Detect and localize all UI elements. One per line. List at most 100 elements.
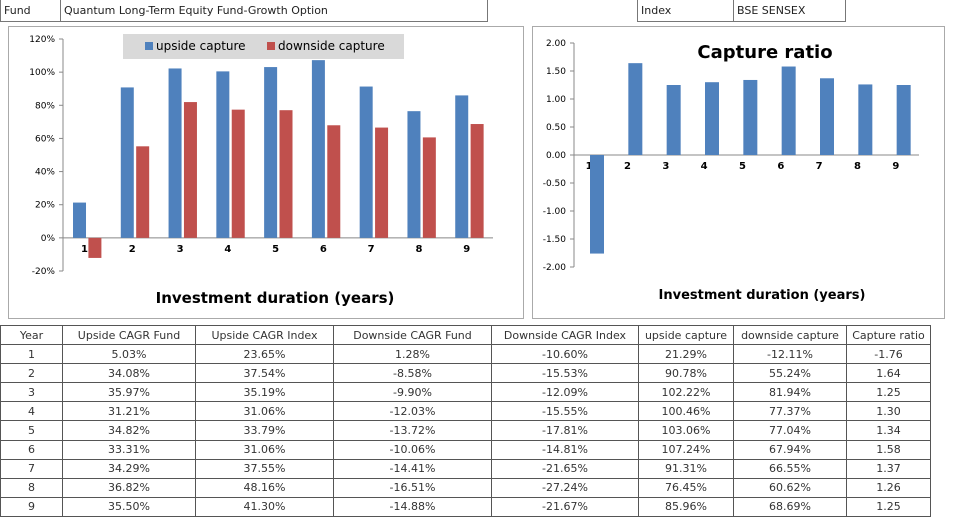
table-cell: -8.58% [333, 363, 492, 384]
table-cell: 1.25 [846, 382, 931, 403]
table-cell: 76.45% [638, 477, 734, 498]
x-tick-label: 2 [129, 244, 136, 255]
x-tick-label: 9 [892, 161, 899, 172]
table-cell: 102.22% [638, 382, 734, 403]
y-tick-label: -1.50 [543, 235, 567, 245]
table-cell: -10.60% [491, 344, 639, 365]
table-cell: -14.81% [491, 439, 639, 460]
bar-upside-capture [407, 111, 421, 238]
bar-capture-ratio [590, 155, 604, 254]
bar-downside-capture [183, 102, 197, 238]
table-cell: 81.94% [733, 382, 847, 403]
bar-downside-capture [375, 127, 389, 238]
chart-title: Capture ratio [697, 42, 832, 63]
table-cell: -14.88% [333, 496, 492, 517]
table-cell: 31.21% [62, 401, 196, 422]
table-cell: -15.53% [491, 363, 639, 384]
table-cell: -16.51% [333, 477, 492, 498]
y-tick-label: -0.50 [543, 179, 567, 189]
x-axis-title: Investment duration (years) [156, 289, 395, 307]
bar-capture-ratio [666, 85, 681, 155]
table-cell: 34.08% [62, 363, 196, 384]
bar-upside-capture [73, 202, 87, 238]
bar-upside-capture [311, 60, 325, 238]
legend-label: downside capture [278, 39, 385, 53]
table-cell: 55.24% [733, 363, 847, 384]
capture-chart: -20% 0% 20% 40% 60% 80% 100% 120% 1 2 3 4 5 6 7 8 9 Inves… [8, 26, 524, 319]
bar-capture-ratio [858, 84, 873, 155]
table-cell: -17.81% [491, 420, 639, 441]
capture-chart-svg: -20% 0% 20% 40% 60% 80% 100% 120% 1 2 3 4 5 6 7 8 9 Inves… [29, 34, 493, 307]
x-tick-label: 3 [662, 161, 669, 172]
bar-capture-ratio [743, 79, 758, 155]
table-row: 2 34.08% 37.54% -8.58% -15.53% 90.78% 55.24% 1.… [0, 363, 931, 384]
table-cell: 1.34 [846, 420, 931, 441]
bar-upside-capture [216, 71, 230, 238]
table-cell: 5.03% [62, 344, 196, 365]
table-cell: -13.72% [333, 420, 492, 441]
table-cell: -15.55% [491, 401, 639, 422]
table-cell: 48.16% [195, 477, 334, 498]
legend-swatch [145, 42, 153, 50]
table-cell: 1.25 [846, 496, 931, 517]
table-cell: 4 [0, 401, 63, 422]
table-cell: 1.28% [333, 344, 492, 365]
y-tick-label: 40% [35, 168, 55, 178]
y-tick-label: 1.50 [546, 67, 566, 77]
table-cell: 100.46% [638, 401, 734, 422]
table-cell: -21.65% [491, 458, 639, 479]
table-cell: -12.09% [491, 382, 639, 403]
y-tick-label: 1.00 [546, 95, 566, 105]
table-cell: 34.29% [62, 458, 196, 479]
table-cell: 1.30 [846, 401, 931, 422]
bar-upside-capture [359, 86, 373, 238]
table-cell: 35.97% [62, 382, 196, 403]
bar-downside-capture [470, 124, 484, 238]
index-label: Index [637, 0, 734, 22]
fund-label: Fund [0, 0, 61, 22]
x-tick-label: 5 [272, 244, 279, 255]
bar-downside-capture [136, 146, 150, 238]
x-tick-label: 3 [177, 244, 184, 255]
y-tick-label: 0.00 [546, 151, 566, 161]
table-row: 4 31.21% 31.06% -12.03% -15.55% 100.46% 77.37%… [0, 401, 931, 422]
x-tick-label: 8 [854, 161, 861, 172]
bar-capture-ratio [705, 82, 719, 155]
table-row: 7 34.29% 37.55% -14.41% -21.65% 91.31% 66.55% 1… [0, 458, 931, 479]
table-cell: 21.29% [638, 344, 734, 365]
table-cell: 35.19% [195, 382, 334, 403]
table-cell: 66.55% [733, 458, 847, 479]
y-tick-label: -1.00 [543, 207, 567, 217]
bar-downside-capture [231, 109, 245, 238]
bar-capture-ratio [781, 66, 796, 155]
table-cell: 67.94% [733, 439, 847, 460]
table-cell: 60.62% [733, 477, 847, 498]
table-cell: 9 [0, 496, 63, 517]
table-cell: 1 [0, 344, 63, 365]
x-tick-label: 7 [816, 161, 823, 172]
table-cell: 23.65% [195, 344, 334, 365]
column-header: Year [0, 324, 63, 346]
y-tick-label: 100% [29, 68, 55, 78]
bar-upside-capture [168, 68, 182, 238]
x-tick-label: 5 [739, 161, 746, 172]
y-tick-label: 120% [29, 35, 55, 45]
table-cell: 34.82% [62, 420, 196, 441]
bar-capture-ratio [820, 78, 834, 155]
fund-name: Quantum Long-Term Equity Fund-Growth Opt… [60, 0, 488, 22]
x-tick-label: 2 [624, 161, 631, 172]
table-cell: -12.11% [733, 344, 847, 365]
column-header: upside capture [638, 324, 734, 346]
table-cell: 1.37 [846, 458, 931, 479]
index-name: BSE SENSEX [733, 0, 846, 22]
y-tick-label: 60% [35, 134, 55, 144]
x-axis-title: Investment duration (years) [659, 288, 866, 303]
table-cell: -21.67% [491, 496, 639, 517]
table-cell: 8 [0, 477, 63, 498]
column-header: Upside CAGR Fund [62, 324, 196, 346]
x-tick-label: 6 [777, 161, 784, 172]
x-tick-label: 8 [415, 244, 422, 255]
table-row: 5 34.82% 33.79% -13.72% -17.81% 103.06% 77.04%… [0, 420, 931, 441]
table-row: 6 33.31% 31.06% -10.06% -14.81% 107.24% 67.94%… [0, 439, 931, 460]
table-cell: 37.54% [195, 363, 334, 384]
